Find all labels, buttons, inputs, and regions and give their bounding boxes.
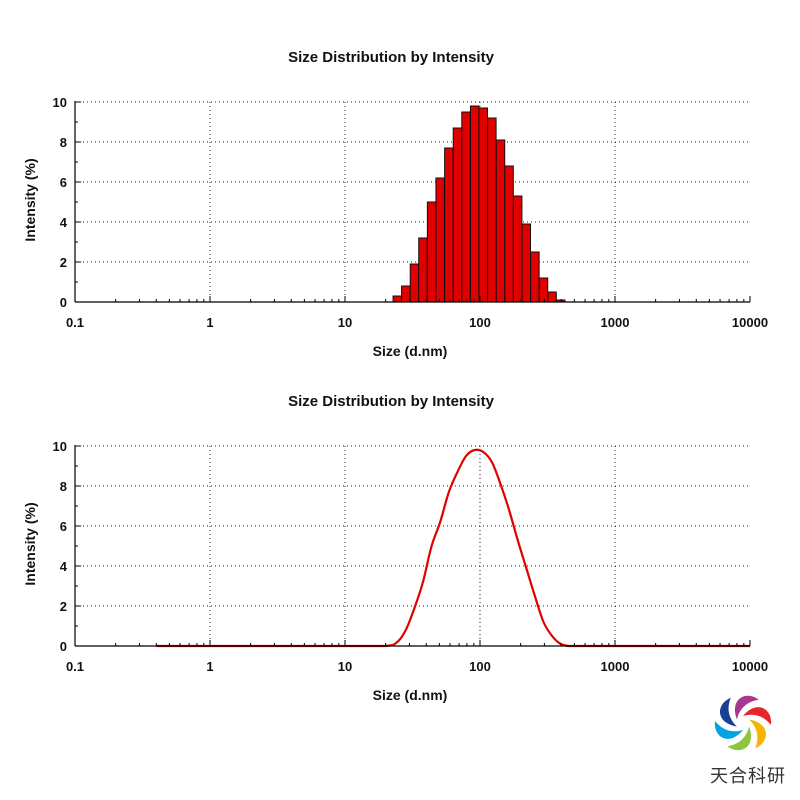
histogram-bar — [401, 285, 411, 303]
x-tick-label: 1 — [206, 659, 213, 674]
histogram-bar — [504, 165, 514, 303]
line-chart: 0.1 1 10 100 1000 10000 0 2 4 6 8 10 — [53, 439, 769, 674]
histogram-bar — [530, 251, 540, 303]
y-tick-label: 0 — [60, 639, 67, 654]
y-tick-label: 4 — [60, 215, 68, 230]
histogram-bar — [521, 223, 532, 303]
y-tick-label: 6 — [60, 519, 67, 534]
y-tick-label: 10 — [53, 439, 67, 454]
histogram-bar — [444, 147, 454, 303]
x-tick-label: 100 — [469, 659, 491, 674]
logo-petal — [720, 697, 737, 727]
y-tick-label: 8 — [60, 135, 67, 150]
histogram-chart: 0.1 1 10 100 1000 10000 0 2 4 6 8 10 — [53, 95, 769, 330]
x-tick-label: 1000 — [601, 659, 630, 674]
logo-swirl-icon — [714, 695, 772, 751]
brand-logo-text: 天合科研 — [710, 766, 786, 787]
histogram-bar — [495, 139, 506, 303]
histogram-bar — [426, 201, 437, 303]
series-line — [156, 448, 750, 648]
x-tick-label: 0.1 — [66, 659, 84, 674]
y-tick-label: 2 — [60, 255, 67, 270]
brand-logo: 天合科研 — [700, 690, 790, 800]
logo-petal — [749, 719, 766, 749]
x-tick-label: 1000 — [601, 315, 630, 330]
histogram-bar — [487, 117, 497, 303]
x-axis-label: Size (d.nm) — [372, 687, 448, 703]
x-tick-label: 10000 — [732, 659, 768, 674]
y-tick-label: 8 — [60, 479, 67, 494]
histogram-bar — [418, 237, 428, 303]
y-tick-label: 10 — [53, 95, 67, 110]
logo-petal — [714, 721, 743, 739]
y-tick-label: 4 — [60, 559, 68, 574]
y-tick-label: 0 — [60, 295, 67, 310]
histogram-bar — [547, 291, 557, 303]
logo-petal — [743, 707, 772, 725]
y-tick-label: 2 — [60, 599, 67, 614]
x-tick-label: 10 — [338, 659, 352, 674]
x-tick-label: 100 — [469, 315, 491, 330]
chart-title: Size Distribution by Intensity — [288, 49, 494, 66]
chart-panel-line: Size Distribution by Intensity 0.1 1 10 100… — [0, 384, 800, 724]
histogram-bar — [461, 111, 471, 303]
x-tick-label: 1 — [206, 315, 213, 330]
x-axis-label: Size (d.nm) — [372, 343, 448, 359]
y-axis-label: Intensity (%) — [22, 502, 38, 586]
histogram-bar — [478, 107, 488, 303]
histogram-bar — [512, 195, 523, 303]
y-axis-label: Intensity (%) — [22, 158, 38, 242]
histogram-bar — [392, 295, 403, 303]
logo-petal — [727, 726, 751, 751]
y-tick-label: 6 — [60, 175, 67, 190]
x-tick-label: 0.1 — [66, 315, 84, 330]
histogram-bar — [435, 177, 445, 303]
histogram-bar — [409, 263, 420, 303]
chart-panel-histogram: Size Distribution by Intensity 0.1 1 10 100… — [0, 40, 800, 380]
histogram-bar — [452, 127, 463, 303]
x-tick-label: 10 — [338, 315, 352, 330]
x-tick-label: 10000 — [732, 315, 768, 330]
histogram-bar — [538, 277, 549, 303]
histogram-bar — [469, 105, 480, 303]
chart-title: Size Distribution by Intensity — [288, 393, 494, 410]
logo-petal — [735, 695, 759, 720]
